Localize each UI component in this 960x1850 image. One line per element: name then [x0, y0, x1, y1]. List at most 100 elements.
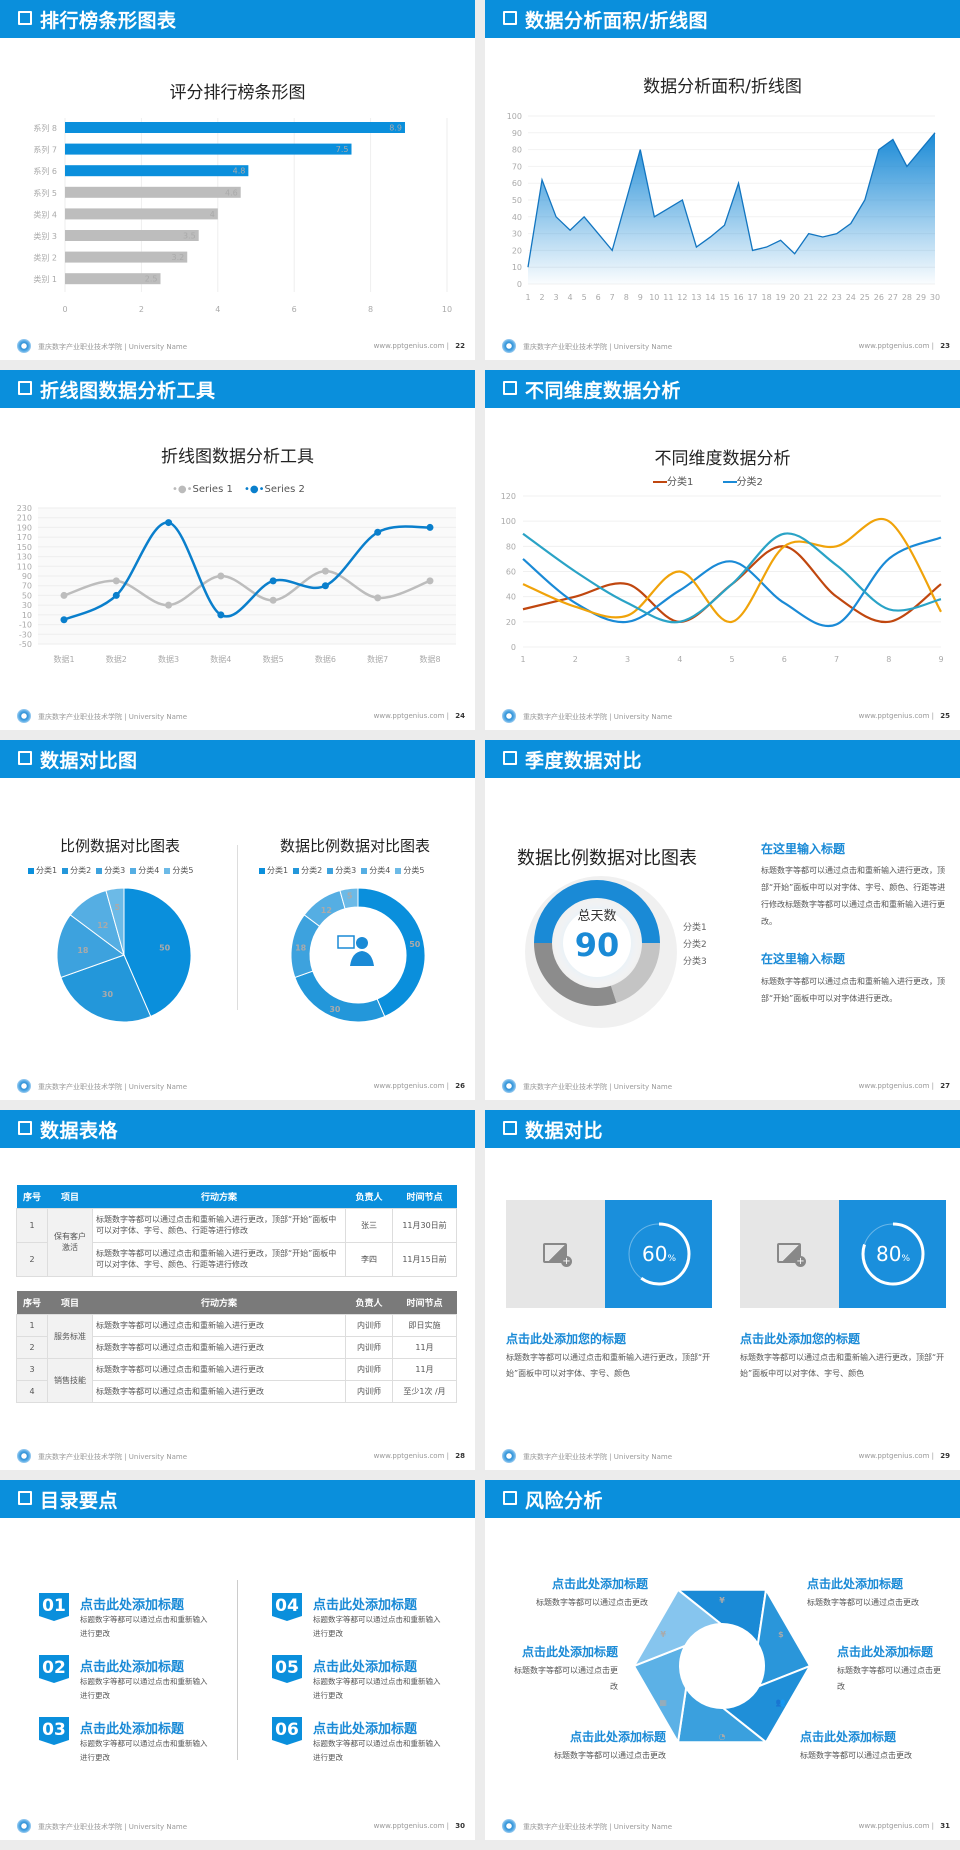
slide-title: 数据对比 [525, 1120, 604, 1142]
legend-label: 分类3 [683, 957, 707, 967]
cell-plan: 标题数字等都可以通过点击和重新输入进行更改，顶部“开始”面板中可以对字体、字号、… [92, 1241, 346, 1277]
number-badge: 05 [272, 1655, 302, 1683]
footer: 重庆数字产业职业技术学院 | University Name www.pptgen… [485, 1444, 960, 1470]
footer-org: 重庆数字产业职业技术学院 | University Name [523, 1823, 672, 1831]
legend-label: 分类3 [335, 866, 357, 875]
area-line [527, 132, 936, 268]
card-title: 点击此处添加您的标题 [740, 1332, 861, 1346]
footer-website[interactable]: www.pptgenius.com | [373, 342, 449, 350]
risk-item-title[interactable]: 点击此处添加标题 [551, 1577, 648, 1591]
x-tick-label: 9 [638, 293, 643, 302]
y-category-label: 类别 4 [33, 209, 57, 219]
y-tick-label: -30 [19, 630, 32, 639]
footer-website[interactable]: www.pptgenius.com | [858, 712, 934, 720]
footer-website[interactable]: www.pptgenius.com | [373, 712, 449, 720]
y-tick-label: -50 [19, 640, 32, 649]
slice [123, 887, 192, 1018]
checkbox-square-icon [18, 11, 32, 25]
column-header: 项目 [60, 1298, 79, 1309]
footer-org: 重庆数字产业职业技术学院 | University Name [523, 343, 672, 351]
footer-website[interactable]: www.pptgenius.com | [373, 1452, 449, 1460]
school-logo-icon [502, 339, 516, 353]
item-text: 标题数字等都可以通过点击和重新输入进行更改 [80, 1739, 208, 1762]
risk-item-title[interactable]: 点击此处添加标题 [807, 1577, 904, 1591]
bar [65, 186, 241, 198]
page-number: 23 [940, 342, 950, 350]
legend-item: 分类4 [361, 865, 390, 876]
x-tick-label: 3 [554, 293, 559, 302]
table-blue: 序号 项目 行动方案 负责人 时间节点 1 保有客户激活 标题数字等都可以通过点击和重新… [16, 1185, 457, 1277]
x-tick-label: 15 [719, 293, 729, 302]
legend-item: •●•Series 2 [244, 484, 305, 495]
screen [337, 935, 355, 949]
legend-item: 分类5 [395, 865, 424, 876]
slice-label: 5 [114, 903, 120, 912]
cell-no: 1 [16, 1207, 48, 1243]
legend-item: 分类3 [96, 865, 125, 876]
y-tick-label: 110 [17, 562, 32, 571]
x-category-label: 数据1 [53, 654, 74, 664]
item-title[interactable]: 点击此处添加标题 [313, 1598, 418, 1613]
item-title[interactable]: 点击此处添加标题 [80, 1722, 185, 1737]
slide-header: 数据对比图 [0, 740, 475, 778]
y-tick-label: 70 [22, 582, 32, 591]
footer-website[interactable]: www.pptgenius.com | [858, 342, 934, 350]
data-point [269, 596, 277, 604]
footer-website[interactable]: www.pptgenius.com | [858, 1082, 934, 1090]
x-tick-label: 27 [888, 293, 898, 302]
footer-website[interactable]: www.pptgenius.com | [373, 1082, 449, 1090]
school-logo-icon [502, 1079, 516, 1093]
slide-line-chart: 折线图数据分析工具 折线图数据分析工具 •●•Series 1 •●•Serie… [0, 370, 475, 730]
y-tick-label: 120 [501, 492, 516, 501]
risk-item-title[interactable]: 点击此处添加标题 [521, 1645, 618, 1659]
legend-swatch [259, 867, 265, 874]
legend-swatch [62, 867, 69, 874]
page-number: 26 [455, 1082, 465, 1090]
cell-no: 4 [16, 1379, 48, 1403]
footer-org: 重庆数字产业职业技术学院 | University Name [38, 343, 187, 351]
bar [65, 165, 249, 177]
slice [60, 954, 152, 1023]
item-title[interactable]: 点击此处添加标题 [313, 1722, 418, 1737]
x-category-label: 数据2 [106, 654, 127, 664]
footer-website[interactable]: www.pptgenius.com | [858, 1822, 934, 1830]
item-title[interactable]: 点击此处添加标题 [80, 1660, 185, 1675]
cell-no: 3 [16, 1357, 48, 1381]
footer-website[interactable]: www.pptgenius.com | [858, 1452, 934, 1460]
cell-time: 11月 [392, 1357, 457, 1381]
item-text: 标题数字等都可以通过点击和重新输入进行更改 [313, 1739, 441, 1762]
risk-item-title[interactable]: 点击此处添加标题 [800, 1730, 897, 1744]
checkbox-square-icon [503, 11, 517, 25]
legend-item: 分类1 [259, 865, 288, 876]
legend-item: 分类2 [683, 937, 707, 954]
bar-data-label: 4.6 [225, 188, 238, 197]
risk-item-title[interactable]: 点击此处添加标题 [569, 1730, 666, 1744]
donut-chart [525, 876, 677, 1028]
block-title: 在这里输入标题 [761, 952, 846, 966]
x-category-label: 数据7 [367, 654, 388, 664]
area-fill [528, 132, 935, 284]
x-tick-label: 8 [624, 293, 629, 302]
x-tick-label: 14 [705, 293, 715, 302]
item-text: 标题数字等都可以通过点击和重新输入进行更改 [313, 1615, 441, 1638]
checkbox-square-icon [18, 1121, 32, 1135]
x-tick-label: 1 [525, 293, 530, 302]
checkbox-square-icon [503, 381, 517, 395]
bar-data-label: 2.5 [145, 275, 158, 284]
slide-header: 不同维度数据分析 [485, 370, 960, 408]
y-category-label: 类别 2 [33, 253, 57, 263]
slice-label: 12 [321, 906, 332, 915]
risk-item-title[interactable]: 点击此处添加标题 [837, 1645, 934, 1659]
item-title[interactable]: 点击此处添加标题 [80, 1598, 185, 1613]
legend-label: 分类5 [403, 866, 425, 875]
item-title[interactable]: 点击此处添加标题 [313, 1660, 418, 1675]
y-tick-label: -10 [19, 621, 32, 630]
slice-label: 12 [97, 921, 108, 930]
x-tick-label: 4 [568, 293, 573, 302]
y-tick-label: 30 [512, 230, 522, 239]
footer-website[interactable]: www.pptgenius.com | [373, 1822, 449, 1830]
cell-plan: 标题数字等都可以通过点击和重新输入进行更改 [92, 1335, 346, 1359]
presenter-icon [337, 935, 374, 966]
table-row: 2 标题数字等都可以通过点击和重新输入进行更改，顶部“开始”面板中可以对字体、字… [16, 1241, 457, 1277]
school-logo-icon [17, 1449, 31, 1463]
